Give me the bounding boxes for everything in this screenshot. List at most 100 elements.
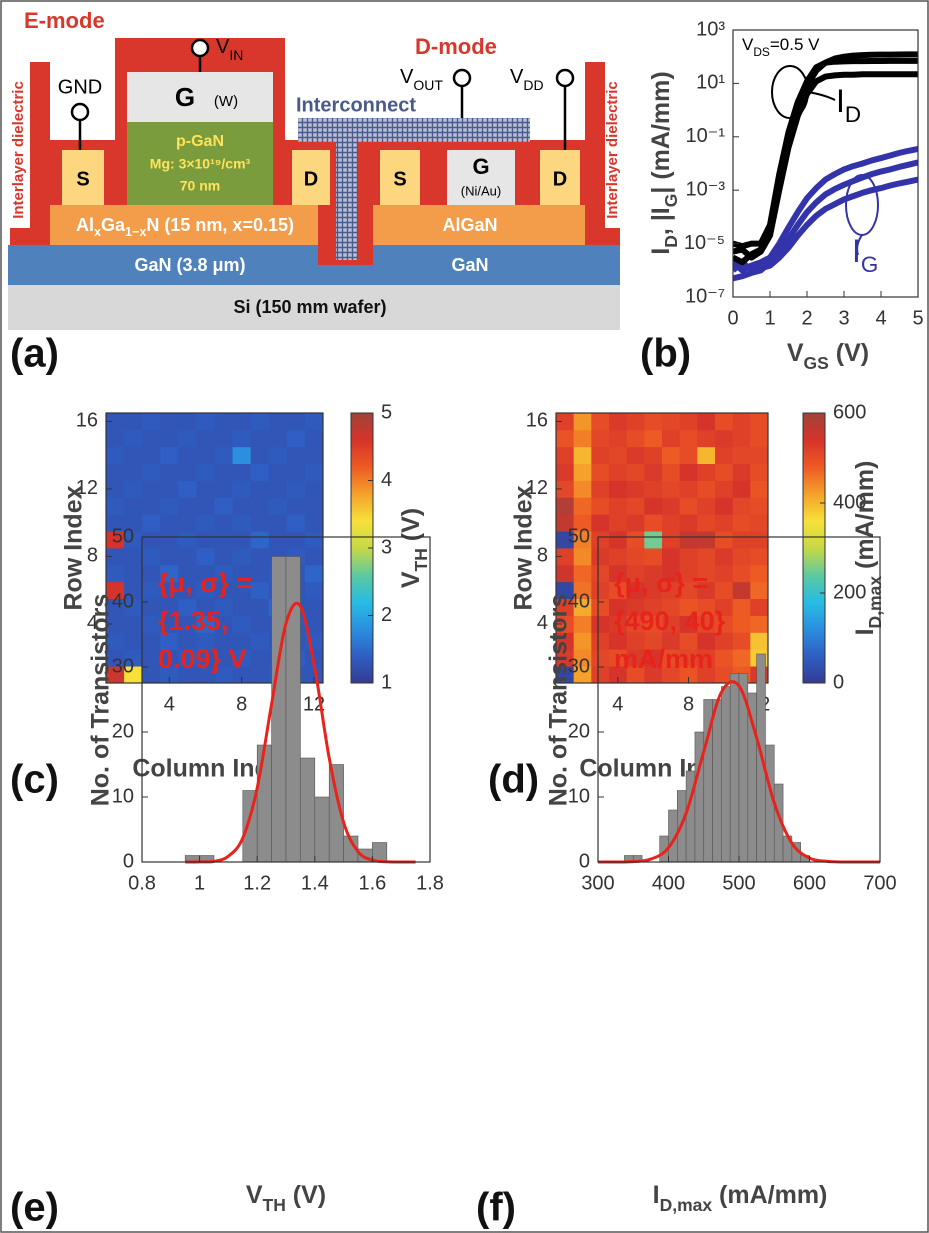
cell	[160, 497, 178, 514]
cell	[196, 497, 214, 514]
text-run: V	[400, 66, 414, 88]
cell	[305, 413, 323, 430]
cell	[215, 447, 233, 464]
cell	[178, 531, 196, 548]
cell	[591, 548, 609, 565]
cell	[591, 514, 609, 531]
colorbar-tick-label: 3	[381, 536, 392, 558]
x-tick-label: 1.6	[358, 872, 386, 894]
cell	[196, 531, 214, 548]
x-tick-label: 4	[164, 693, 175, 715]
device-diagram: E-mode D-mode VIN GND VOUT VDD Interlaye…	[8, 8, 621, 330]
cell	[251, 464, 269, 481]
cell	[215, 413, 233, 430]
cell	[305, 481, 323, 498]
annotation: ID	[836, 83, 861, 127]
cell	[697, 514, 715, 531]
subscript: DD	[523, 77, 543, 93]
y-tick-label: 20	[112, 720, 134, 742]
cell	[609, 447, 627, 464]
cell	[680, 548, 698, 565]
cell	[627, 464, 645, 481]
subscript: GS	[804, 353, 829, 373]
x-tick-label: 400	[652, 872, 685, 894]
cell	[750, 531, 768, 548]
cell	[269, 447, 287, 464]
cell	[251, 481, 269, 498]
cell	[287, 464, 305, 481]
cell	[750, 413, 768, 430]
cell	[160, 430, 178, 447]
x-axis-label: VTH (V)	[246, 1181, 326, 1215]
cell	[644, 413, 662, 430]
cell	[609, 497, 627, 514]
text-run: Al	[76, 215, 94, 235]
cell	[591, 632, 609, 649]
bar	[713, 700, 722, 863]
x-tick-label: 300	[581, 872, 614, 894]
y-tick-label: 8	[87, 545, 98, 567]
cell	[733, 649, 751, 666]
cell	[556, 497, 574, 514]
x-tick-label: 0	[727, 307, 738, 329]
cell	[196, 464, 214, 481]
cell	[680, 514, 698, 531]
cell	[680, 430, 698, 447]
cell	[733, 565, 751, 582]
cell	[680, 481, 698, 498]
cell	[287, 531, 305, 548]
cell	[750, 582, 768, 599]
cell	[305, 430, 323, 447]
terminal	[454, 70, 470, 86]
cell	[124, 616, 142, 633]
cell	[196, 481, 214, 498]
cell	[305, 548, 323, 565]
y-tick-label: 50	[568, 525, 590, 547]
subscript: D	[845, 102, 861, 127]
cell	[124, 413, 142, 430]
annotation: {μ, σ} =	[158, 568, 252, 598]
cell	[233, 616, 251, 633]
cell	[142, 497, 160, 514]
cell	[627, 497, 645, 514]
y-tick-label: 10³	[696, 18, 725, 40]
cell	[609, 548, 627, 565]
bar	[315, 797, 329, 862]
label: VOUT	[400, 66, 443, 92]
cell	[750, 565, 768, 582]
cell	[591, 464, 609, 481]
panel-label: (e)	[10, 1186, 59, 1230]
cell	[251, 649, 269, 666]
y-tick-label: 0	[579, 850, 590, 872]
cell	[142, 531, 160, 548]
cell	[609, 464, 627, 481]
text-run: Ga	[101, 215, 126, 235]
cell	[124, 548, 142, 565]
cell	[106, 464, 124, 481]
cell	[662, 413, 680, 430]
label: p-GaN	[176, 133, 224, 150]
cell	[142, 481, 160, 498]
bar	[300, 758, 314, 862]
cell	[251, 514, 269, 531]
cell	[178, 514, 196, 531]
bar	[730, 674, 739, 863]
cell	[287, 447, 305, 464]
label: D-mode	[415, 34, 497, 59]
cell	[591, 413, 609, 430]
cell	[750, 464, 768, 481]
label: G	[175, 82, 195, 112]
cell	[591, 531, 609, 548]
subscript: OUT	[413, 77, 443, 93]
subscript: G	[861, 252, 878, 277]
cell	[733, 413, 751, 430]
label: Interconnect	[296, 94, 416, 116]
cell	[591, 447, 609, 464]
y-tick-label: 0	[123, 850, 134, 872]
text-run: , |I	[647, 207, 675, 235]
y-tick-label: 10	[112, 785, 134, 807]
annotation: {490, 40}	[614, 606, 726, 636]
cell	[662, 531, 680, 548]
cell	[627, 531, 645, 548]
colorbar	[803, 413, 825, 683]
